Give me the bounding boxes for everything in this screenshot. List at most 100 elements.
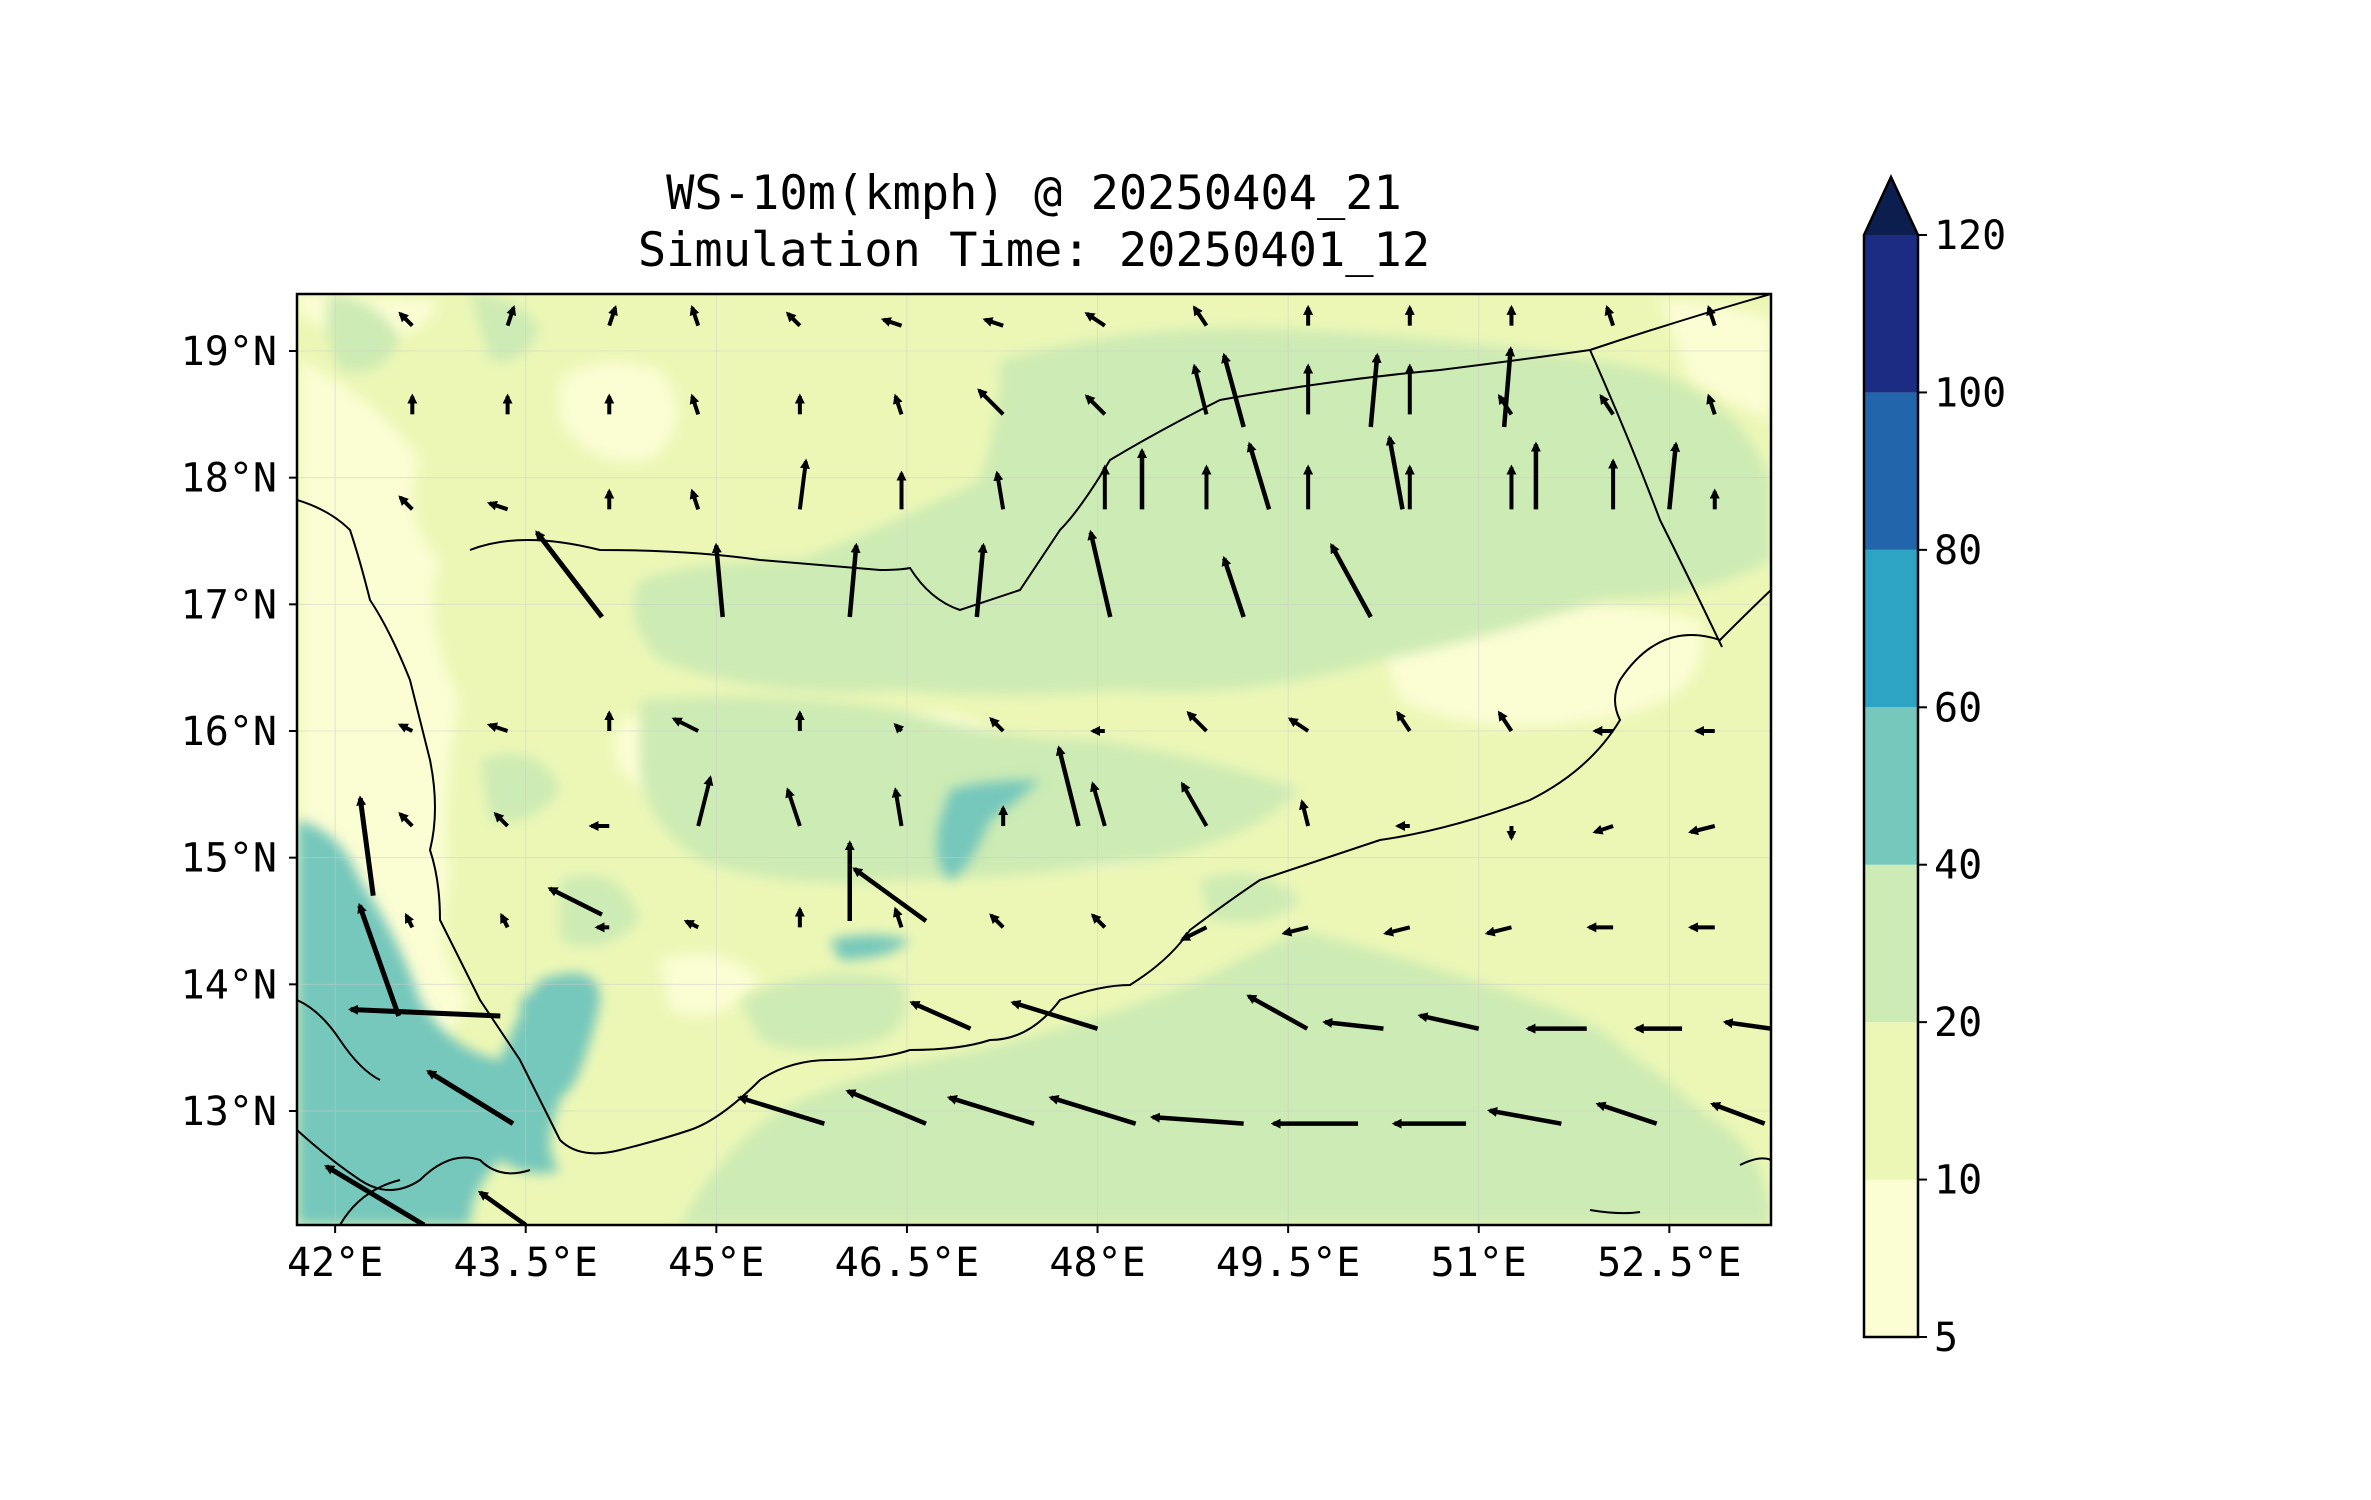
wind-vector (711, 542, 725, 618)
colorbar: 5 10 20 40 60 80 100 120 (1862, 174, 2006, 1361)
wind-vector (797, 458, 810, 510)
wind-vector (505, 305, 517, 327)
wind-vector (1281, 925, 1309, 937)
colorbar-tick-label: 20 (1934, 1000, 1982, 1046)
wind-vector (1592, 824, 1614, 835)
wind-vector (845, 1089, 927, 1126)
saudi-oman-border (1589, 349, 1723, 648)
wind-vector (1179, 925, 1208, 942)
wind-vector (486, 722, 509, 733)
wind-vector (1710, 1102, 1766, 1126)
wind-vector (1688, 824, 1716, 836)
wind-vector (477, 1190, 528, 1225)
wind-vector (689, 488, 701, 510)
colorbar-tick-label: 5 (1934, 1315, 1958, 1361)
wind-vector (357, 902, 402, 1017)
wind-vector (534, 530, 604, 619)
wind-vector (893, 723, 905, 734)
wind-vector (356, 795, 376, 896)
y-axis-ticks: 19°N 18°N 17°N 16°N 15°N 14°N 13°N (181, 329, 297, 1135)
wind-vector (1497, 710, 1514, 733)
x-tick-label: 43.5°E (453, 1240, 598, 1286)
wind-vector (1385, 435, 1405, 510)
wind-vector (891, 787, 904, 827)
wind-vector (426, 1069, 515, 1126)
wind-vector (689, 305, 701, 327)
wind-vector (993, 470, 1006, 510)
wind-vector (1287, 717, 1310, 733)
wind-vector (1595, 1101, 1658, 1126)
djibouti-border (339, 1179, 401, 1225)
colorbar-bin (1864, 707, 1918, 865)
colorbar-tick-label: 120 (1934, 213, 2006, 259)
x-tick-label: 49.5°E (1216, 1240, 1361, 1286)
colorbar-bin (1864, 549, 1918, 708)
y-tick-label: 18°N (181, 456, 277, 502)
wind-vector (989, 913, 1005, 929)
wind-vector (1599, 394, 1615, 416)
map-frame (295, 292, 1773, 1227)
wind-vector (671, 717, 700, 733)
wind-vector (1090, 913, 1107, 929)
wind-vector (1084, 394, 1107, 416)
wind-vector (1706, 393, 1717, 415)
wind-vector (1497, 394, 1514, 416)
wind-vector (1246, 441, 1272, 510)
wind-vector (1667, 441, 1681, 510)
wind-vectors (324, 304, 1771, 1225)
wind-vector (547, 886, 603, 917)
wind-vector (486, 500, 509, 512)
wind-vector (1329, 543, 1373, 619)
wind-vector (785, 311, 802, 328)
colorbar-bin (1864, 1179, 1918, 1337)
colorbar-bin (1864, 392, 1918, 550)
wind-vector (847, 542, 861, 618)
wind-vector (607, 305, 618, 327)
wind-vector (1191, 363, 1209, 415)
x-tick-label: 46.5°E (835, 1240, 980, 1286)
wind-vector (689, 393, 701, 415)
wind-vector (1149, 1112, 1244, 1126)
wind-vector (1396, 710, 1412, 733)
arabian-coast (297, 499, 1771, 1155)
wind-vector (1706, 305, 1717, 327)
x-axis-ticks: 42°E 43.5°E 45°E 46.5°E 48°E 49.5°E 51°E 52.5°E (287, 1225, 1742, 1286)
wind-vector (1383, 925, 1411, 937)
colorbar-tick-label: 40 (1934, 843, 1982, 889)
colorbar-bin (1864, 235, 1918, 393)
x-tick-label: 45°E (668, 1240, 764, 1286)
coastlines (297, 294, 1771, 1225)
map-panel[interactable] (295, 292, 1773, 1227)
colorbar-tick-label: 10 (1934, 1158, 1982, 1204)
wind-vector (977, 388, 1005, 416)
wind-vector (974, 542, 988, 618)
wind-vector (1299, 799, 1311, 827)
wind-vector (398, 812, 414, 828)
wind-vector (989, 717, 1005, 733)
wind-vector (398, 495, 414, 511)
wind-vector (1087, 529, 1113, 618)
wind-vector (785, 787, 802, 827)
wind-vector (499, 912, 510, 929)
wind-vector (982, 317, 1004, 328)
y-tick-label: 19°N (181, 329, 277, 375)
wind-vector (683, 919, 700, 930)
map-subtitle: Simulation Time: 20250401_12 (638, 223, 1430, 278)
wind-vector (1604, 305, 1616, 327)
colorbar-extend-triangle (1864, 177, 1918, 235)
wind-vector (852, 867, 928, 923)
wind-vector (909, 1000, 972, 1031)
colorbar-bin (1864, 1022, 1918, 1180)
x-tick-label: 51°E (1431, 1240, 1527, 1286)
wind-vector (1048, 1095, 1137, 1126)
wind-vector (1722, 1018, 1771, 1031)
wind-vector (1186, 711, 1208, 733)
wind-vector (324, 1164, 426, 1225)
wind-vector (348, 1004, 501, 1019)
wind-vector (1417, 1012, 1480, 1031)
colorbar-tick-label: 80 (1934, 528, 1982, 574)
x-tick-label: 42°E (287, 1240, 383, 1286)
wind-vector (1089, 781, 1107, 827)
x-tick-label: 52.5°E (1597, 1240, 1742, 1286)
